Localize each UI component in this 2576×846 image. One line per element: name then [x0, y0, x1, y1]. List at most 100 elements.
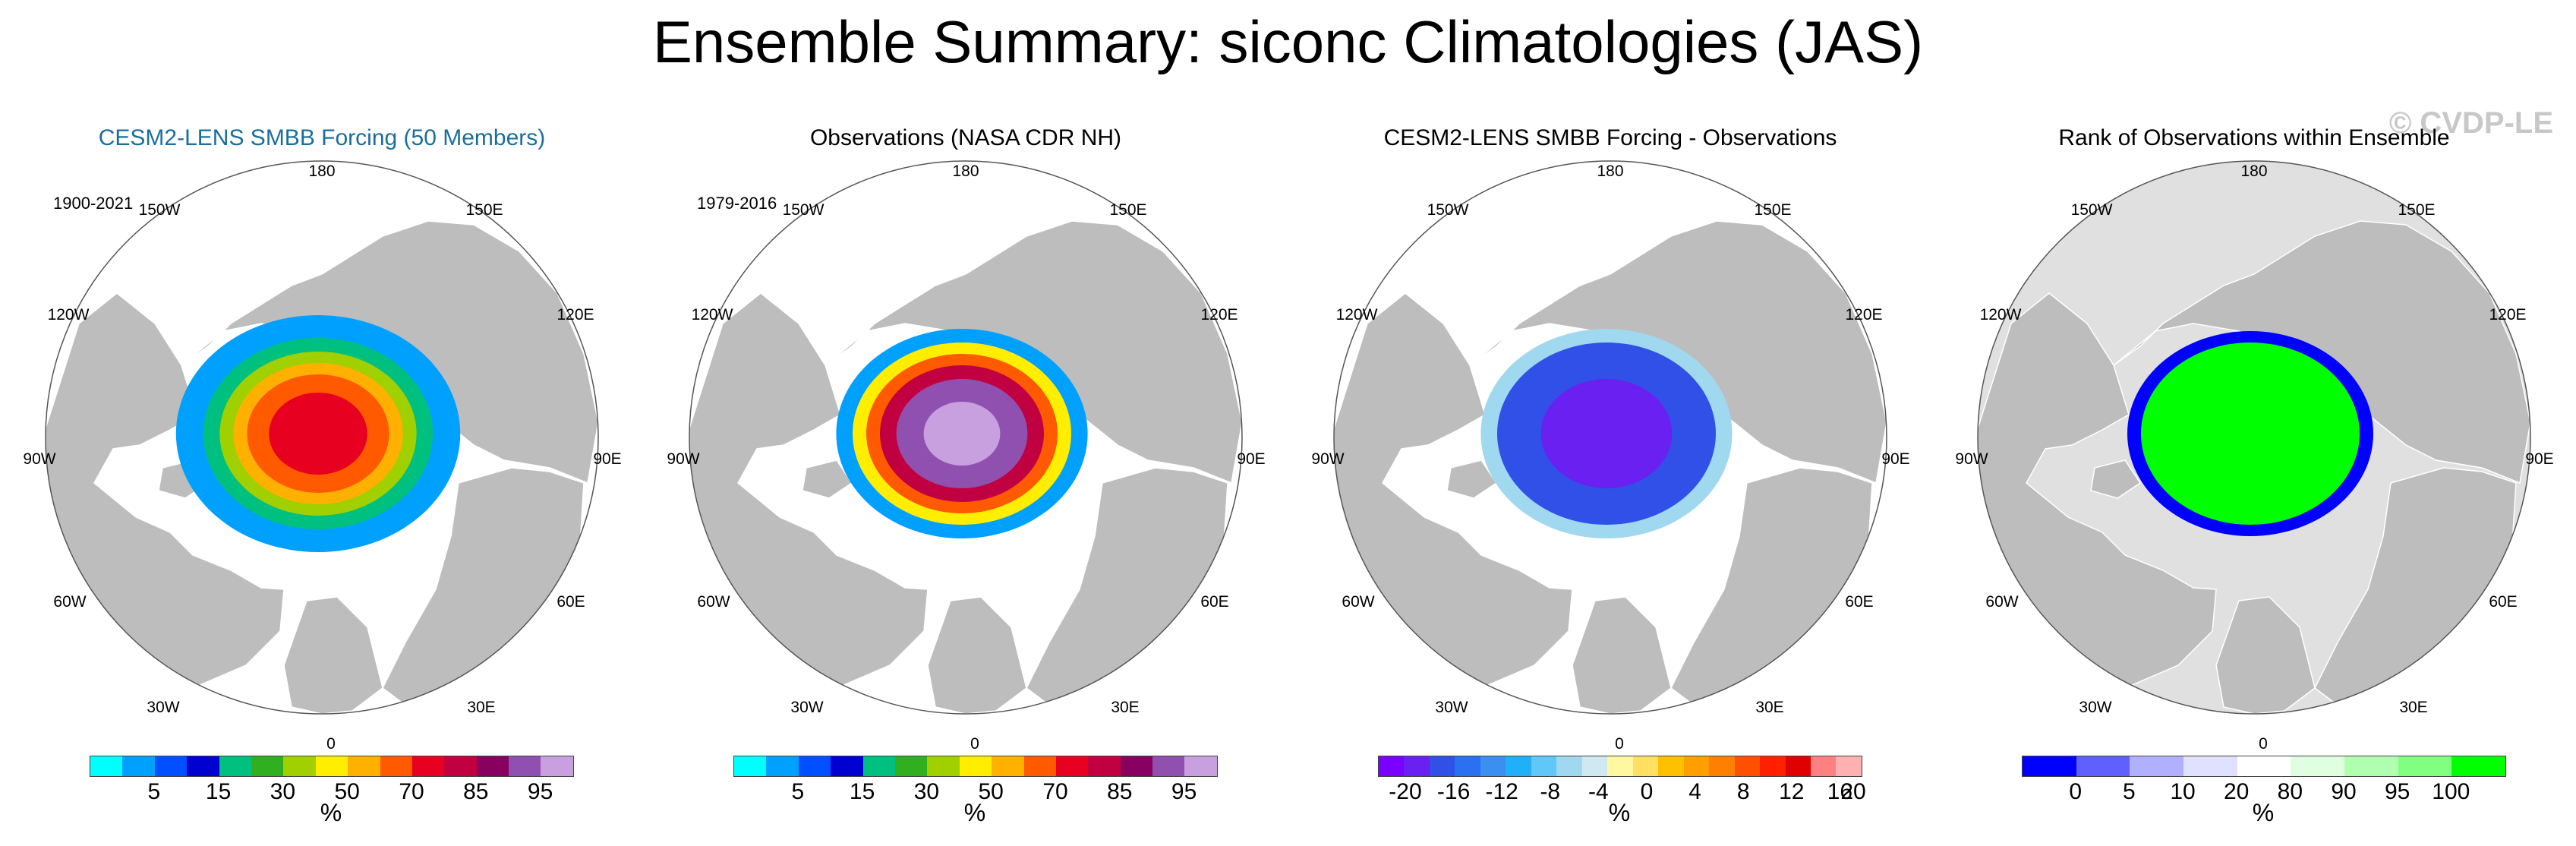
colorbar-tick: -12	[1485, 779, 1518, 804]
colorbar-swatch	[1455, 756, 1480, 776]
longitude-label: 90E	[1881, 450, 1910, 468]
colorbar-tick: 85	[1107, 779, 1133, 804]
colorbar-tick: 95	[2384, 779, 2410, 804]
colorbar-swatch	[798, 756, 831, 776]
colorbar-swatch	[187, 756, 219, 776]
polar-map	[1977, 160, 2531, 715]
sea-ice-contour	[923, 402, 1001, 466]
colorbar-swatch	[541, 756, 573, 776]
colorbar-swatch	[1120, 756, 1153, 776]
panel-4: Rank of Observations within Ensemble 180 1…	[1932, 114, 2576, 846]
colorbar-swatch	[1088, 756, 1121, 776]
colorbar-swatch	[90, 756, 123, 776]
longitude-label: 120W	[1335, 306, 1378, 324]
colorbar-tick: 15	[849, 779, 875, 804]
colorbar-swatch	[283, 756, 316, 776]
colorbar-swatch	[927, 756, 960, 776]
colorbar-units: %	[1608, 799, 1631, 826]
longitude-label: 60E	[1845, 593, 1874, 611]
colorbar-swatch	[1379, 756, 1405, 776]
colorbar-tick: 4	[1688, 779, 1701, 804]
longitude-label: 60W	[1342, 593, 1375, 611]
longitude-label: 120E	[1200, 306, 1238, 324]
colorbar-tick: 100	[2432, 779, 2470, 804]
polar-map	[689, 160, 1243, 715]
colorbar-tick: 30	[270, 779, 296, 804]
map-boundary	[689, 160, 1243, 715]
colorbar-swatch	[2130, 756, 2183, 776]
longitude-label: 30E	[2399, 699, 2428, 716]
colorbar-tick: -8	[1540, 779, 1561, 804]
longitude-label: 90E	[1237, 450, 1266, 468]
colorbar-swatch	[2076, 756, 2130, 776]
period-label: 1979-2016	[697, 194, 777, 213]
map-boundary	[45, 160, 599, 715]
panel-1: CESM2-LENS SMBB Forcing (50 Members) 1900…	[0, 114, 644, 846]
longitude-label: 30E	[1111, 699, 1140, 716]
colorbar-tick: 80	[2277, 779, 2303, 804]
colorbar-swatch	[2451, 756, 2505, 776]
colorbar-tick: 70	[1042, 779, 1068, 804]
longitude-label: 30W	[1435, 699, 1468, 716]
colorbar-swatch	[219, 756, 251, 776]
land-mass	[1572, 596, 1672, 714]
longitude-label: 150W	[782, 201, 825, 219]
longitude-label: 60E	[557, 593, 585, 611]
land-mass	[802, 459, 853, 499]
longitude-label: 0	[1615, 735, 1624, 753]
land-mass	[283, 596, 383, 714]
colorbar-tick: 50	[978, 779, 1004, 804]
longitude-label: 60E	[2489, 593, 2518, 611]
colorbar-swatch	[411, 756, 445, 776]
colorbar-swatch	[1785, 756, 1811, 776]
longitude-label: 150W	[1427, 201, 1469, 219]
colorbar-tick: 5	[147, 779, 161, 804]
colorbar-tick: -4	[1588, 779, 1609, 804]
colorbar-swatch	[2291, 756, 2344, 776]
panel-title: CESM2-LENS SMBB Forcing (50 Members)	[98, 125, 546, 150]
colorbar-tick: 8	[1736, 779, 1750, 804]
colorbar-swatch	[1404, 756, 1430, 776]
colorbar-swatch	[315, 756, 348, 776]
land-mass	[927, 596, 1027, 714]
longitude-label: 120W	[47, 306, 90, 324]
map-boundary	[1977, 160, 2531, 715]
colorbar-swatch	[1152, 756, 1185, 776]
colorbar-swatch	[509, 756, 541, 776]
colorbar-swatch	[894, 756, 928, 776]
colorbar	[733, 756, 1218, 777]
colorbar-tick: 85	[463, 779, 489, 804]
colorbar-swatch	[348, 756, 380, 776]
colorbar-swatch	[1556, 756, 1582, 776]
colorbar-swatch	[1760, 756, 1786, 776]
colorbar-tick: -16	[1436, 779, 1471, 804]
colorbar-tick: 5	[791, 779, 805, 804]
longitude-label: 0	[326, 735, 336, 753]
longitude-label: 60W	[1985, 593, 2019, 611]
colorbar-tick: 5	[2122, 779, 2136, 804]
longitude-label: 120W	[1979, 306, 2022, 324]
colorbar-swatch	[2344, 756, 2398, 776]
colorbar-swatch	[831, 756, 863, 776]
colorbar-tick: 20	[1840, 779, 1866, 804]
colorbar-swatch	[2237, 756, 2291, 776]
longitude-label: 150W	[2070, 201, 2113, 219]
colorbar-swatch	[1429, 756, 1455, 776]
colorbar-swatch	[1734, 756, 1761, 776]
colorbar-swatch	[1658, 756, 1684, 776]
colorbar-tick: 50	[334, 779, 360, 804]
colorbar-swatch	[476, 756, 509, 776]
colorbar-swatch	[1709, 756, 1735, 776]
colorbar-swatch	[1683, 756, 1710, 776]
colorbar-swatch	[1810, 756, 1837, 776]
longitude-label: 30E	[467, 699, 496, 716]
colorbar-swatch	[444, 756, 477, 776]
map-boundary	[1333, 160, 1887, 715]
longitude-label: 120E	[1845, 306, 1883, 324]
colorbar-swatch	[380, 756, 412, 776]
panel-2: Observations (NASA CDR NH) 1979-2016 180 15…	[644, 114, 1288, 846]
longitude-label: 30W	[2079, 699, 2112, 716]
longitude-label: 150E	[2398, 201, 2436, 219]
longitude-label: 90W	[667, 450, 700, 468]
colorbar-swatch	[992, 756, 1024, 776]
